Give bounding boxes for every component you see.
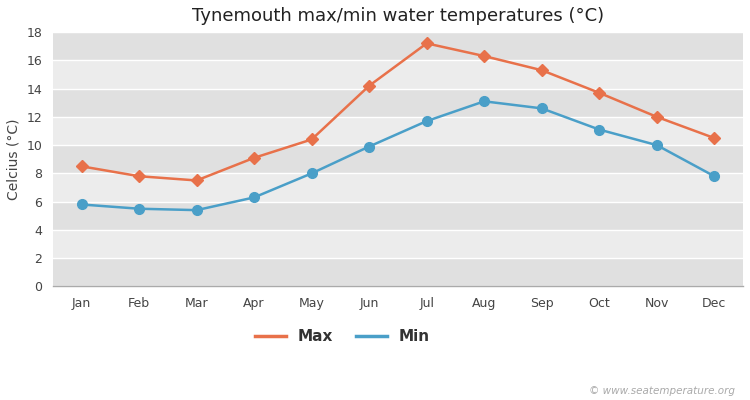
Y-axis label: Celcius (°C): Celcius (°C)	[7, 118, 21, 200]
Line: Min: Min	[76, 96, 719, 215]
Min	[308, 171, 316, 176]
Max	[134, 174, 143, 179]
Min	[480, 99, 489, 104]
Min	[364, 144, 374, 149]
Min	[595, 127, 604, 132]
Legend: Max, Min: Max, Min	[249, 323, 436, 350]
Max	[308, 137, 316, 142]
Min	[422, 119, 431, 124]
Min	[710, 174, 718, 179]
Bar	[53, 258, 743, 286]
Max	[192, 178, 201, 183]
Max	[422, 41, 431, 46]
Line: Max: Max	[77, 39, 718, 185]
Title: Tynemouth max/min water temperatures (°C): Tynemouth max/min water temperatures (°C…	[192, 7, 604, 25]
Bar	[53, 202, 743, 230]
Max	[595, 90, 604, 95]
Min	[652, 143, 662, 148]
Min	[192, 208, 201, 212]
Max	[480, 54, 489, 58]
Min	[134, 206, 143, 211]
Max	[537, 68, 546, 73]
Max	[364, 83, 374, 88]
Min	[77, 202, 86, 207]
Max	[652, 114, 662, 119]
Bar	[53, 88, 743, 117]
Max	[77, 164, 86, 169]
Max	[710, 136, 718, 140]
Max	[250, 156, 259, 160]
Bar	[53, 145, 743, 173]
Text: © www.seatemperature.org: © www.seatemperature.org	[589, 386, 735, 396]
Min	[250, 195, 259, 200]
Min	[537, 106, 546, 111]
Bar	[53, 32, 743, 60]
